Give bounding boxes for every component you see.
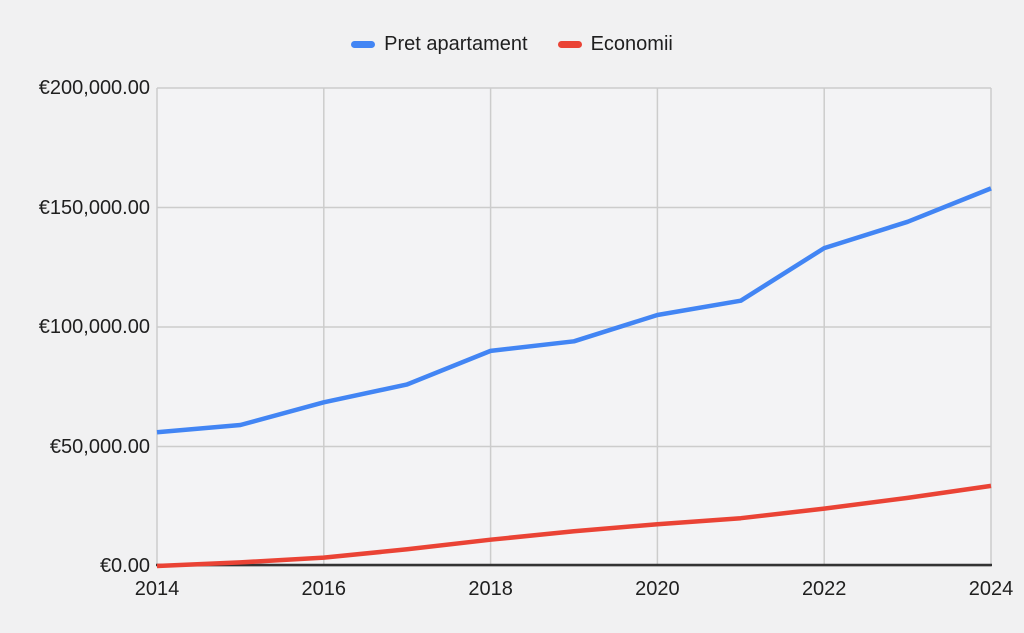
y-tick-label: €0.00 bbox=[99, 555, 150, 577]
legend-item-economii: Economii bbox=[557, 32, 673, 56]
legend-item-pret-apartament: Pret apartament bbox=[351, 32, 528, 56]
y-tick-label: €50,000.00 bbox=[49, 435, 150, 458]
x-tick-label: 2016 bbox=[301, 578, 347, 600]
legend: Pret apartament Economii bbox=[0, 32, 1024, 56]
y-axis-labels: €0.00 €50,000.00 €100,000.00 €150,000.00 €20… bbox=[0, 0, 150, 633]
x-tick-label: 2024 bbox=[968, 578, 1014, 600]
x-tick-label: 2020 bbox=[635, 578, 680, 600]
y-tick-label: €150,000.00 bbox=[38, 196, 150, 219]
line-chart-svg bbox=[156, 87, 992, 569]
plot-area bbox=[156, 87, 992, 569]
legend-label: Economii bbox=[590, 33, 673, 55]
y-tick-label: €200,000.00 bbox=[38, 77, 150, 99]
y-tick-label: €100,000.00 bbox=[38, 316, 150, 338]
series-line-pret-apartament bbox=[156, 186, 992, 435]
legend-marker-icon bbox=[351, 40, 376, 48]
x-tick-label: 2022 bbox=[801, 578, 847, 600]
x-tick-label: 2014 bbox=[134, 578, 180, 600]
series-line-economii bbox=[156, 483, 992, 569]
legend-marker-icon bbox=[557, 40, 582, 48]
legend-label: Pret apartament bbox=[384, 33, 528, 55]
x-tick-label: 2018 bbox=[468, 578, 513, 600]
